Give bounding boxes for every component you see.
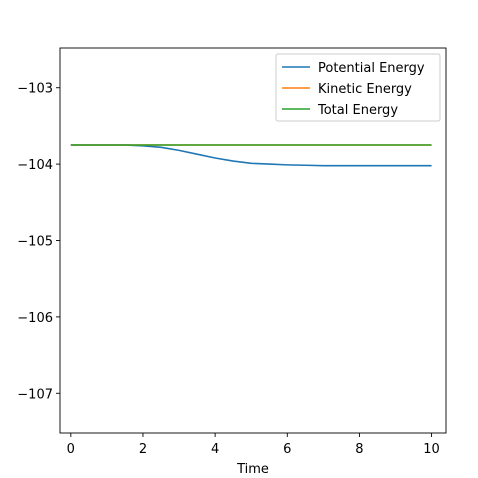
x-tick-label: 10 xyxy=(423,442,440,457)
x-tick-label: 4 xyxy=(211,442,219,457)
y-tick-label: −105 xyxy=(17,235,53,250)
y-tick-label: −107 xyxy=(17,387,53,402)
legend-box xyxy=(275,53,441,122)
x-axis-ticks: 0 2 4 6 8 10 xyxy=(67,433,440,457)
plot-lines xyxy=(70,144,432,167)
y-axis-ticks: −103 −104 −105 −106 −107 xyxy=(17,82,60,402)
x-tick-label: 8 xyxy=(355,442,363,457)
x-tick-label: 0 xyxy=(67,442,75,457)
x-tick-label: 6 xyxy=(283,442,291,457)
x-axis-label: Time xyxy=(236,462,269,477)
legend-label-0: Potential Energy xyxy=(318,61,425,76)
y-tick-label: −103 xyxy=(17,82,53,97)
legend-label-1: Kinetic Energy xyxy=(318,82,412,97)
legend-label-2: Total Energy xyxy=(317,103,398,118)
y-tick-label: −104 xyxy=(17,158,53,173)
legend: Potential Energy Kinetic Energy Total Ener… xyxy=(275,53,441,122)
x-tick-label: 2 xyxy=(139,442,147,457)
y-tick-label: −106 xyxy=(17,311,53,326)
